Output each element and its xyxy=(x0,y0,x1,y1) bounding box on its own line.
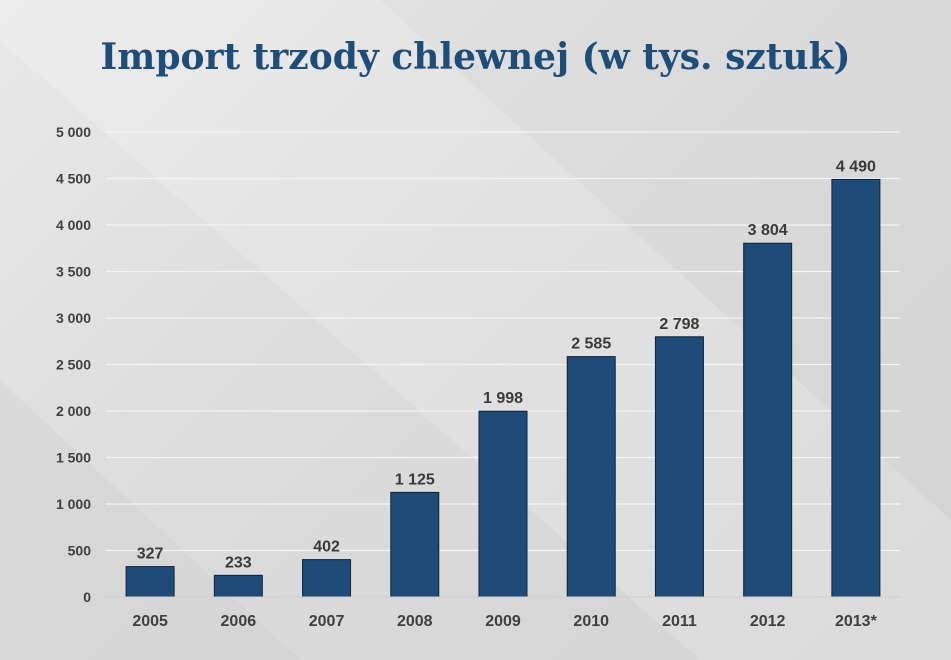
bar xyxy=(566,356,616,598)
y-tick-label: 500 xyxy=(68,543,92,559)
y-tick-label: 4 000 xyxy=(56,217,91,233)
data-label: 2 585 xyxy=(571,336,611,353)
y-tick-label: 4 500 xyxy=(56,171,91,187)
bar xyxy=(831,178,881,598)
bar xyxy=(390,491,440,598)
bar xyxy=(654,336,704,598)
bar xyxy=(478,410,528,598)
y-tick-label: 3 500 xyxy=(56,264,91,280)
y-tick-label: 2 500 xyxy=(56,357,91,373)
data-label: 402 xyxy=(313,539,340,556)
x-tick-label: 2011 xyxy=(662,613,697,630)
x-tick-label: 2005 xyxy=(132,613,168,630)
bar xyxy=(125,566,175,598)
bar xyxy=(743,242,793,598)
data-label: 1 998 xyxy=(483,390,523,407)
data-label: 327 xyxy=(137,546,164,563)
x-tick-label: 2009 xyxy=(485,613,521,630)
bar xyxy=(213,574,263,598)
x-tick-label: 2012 xyxy=(750,613,786,630)
y-tick-label: 5 000 xyxy=(56,124,91,140)
x-tick-label: 2006 xyxy=(221,613,257,630)
x-tick-label: 2013* xyxy=(835,613,878,630)
y-tick-label: 3 000 xyxy=(56,310,91,326)
data-label: 3 804 xyxy=(748,222,788,239)
x-tick-label: 2008 xyxy=(397,613,433,630)
x-tick-label: 2007 xyxy=(309,613,345,630)
data-label: 4 490 xyxy=(836,158,876,175)
x-tick-label: 2010 xyxy=(573,613,609,630)
chart-title: Import trzody chlewnej (w tys. sztuk) xyxy=(100,36,851,78)
data-label: 1 125 xyxy=(395,471,435,488)
data-label: 2 798 xyxy=(659,316,699,333)
data-label: 233 xyxy=(225,554,252,571)
y-tick-label: 1 000 xyxy=(56,496,91,512)
y-tick-label: 1 500 xyxy=(56,450,91,466)
y-tick-label: 2 000 xyxy=(56,403,91,419)
y-tick-label: 0 xyxy=(83,589,91,605)
bar xyxy=(302,559,352,598)
